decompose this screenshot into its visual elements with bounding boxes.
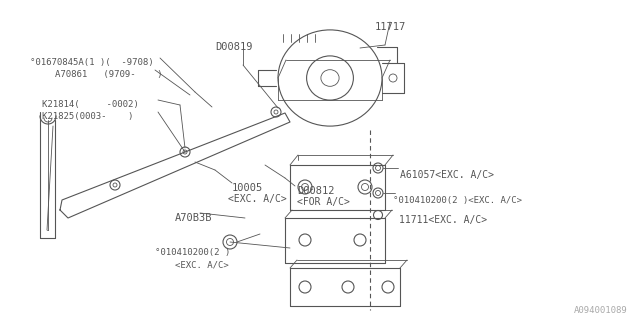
Text: K21814(     -0002): K21814( -0002) (42, 100, 139, 109)
Text: 11717: 11717 (375, 22, 406, 32)
Text: 10005: 10005 (232, 183, 263, 193)
Text: <EXC. A/C>: <EXC. A/C> (175, 260, 228, 269)
Text: °010410200(2 ): °010410200(2 ) (155, 248, 230, 257)
Text: K21825(0003-    ): K21825(0003- ) (42, 112, 133, 121)
Text: A70B3B: A70B3B (175, 213, 212, 223)
Text: <EXC. A/C>: <EXC. A/C> (228, 194, 287, 204)
Text: A094001089: A094001089 (574, 306, 628, 315)
Text: A70861   (9709-    ): A70861 (9709- ) (55, 70, 163, 79)
Text: °01670845A(1 )(  -9708): °01670845A(1 )( -9708) (30, 58, 154, 67)
Text: A61057<EXC. A/C>: A61057<EXC. A/C> (400, 170, 494, 180)
Text: D00819: D00819 (215, 42, 253, 52)
Text: °010410200(2 )<EXC. A/C>: °010410200(2 )<EXC. A/C> (393, 196, 522, 205)
Text: 11711<EXC. A/C>: 11711<EXC. A/C> (399, 215, 487, 225)
Text: D00812: D00812 (297, 186, 335, 196)
Text: <FOR A/C>: <FOR A/C> (297, 197, 350, 207)
